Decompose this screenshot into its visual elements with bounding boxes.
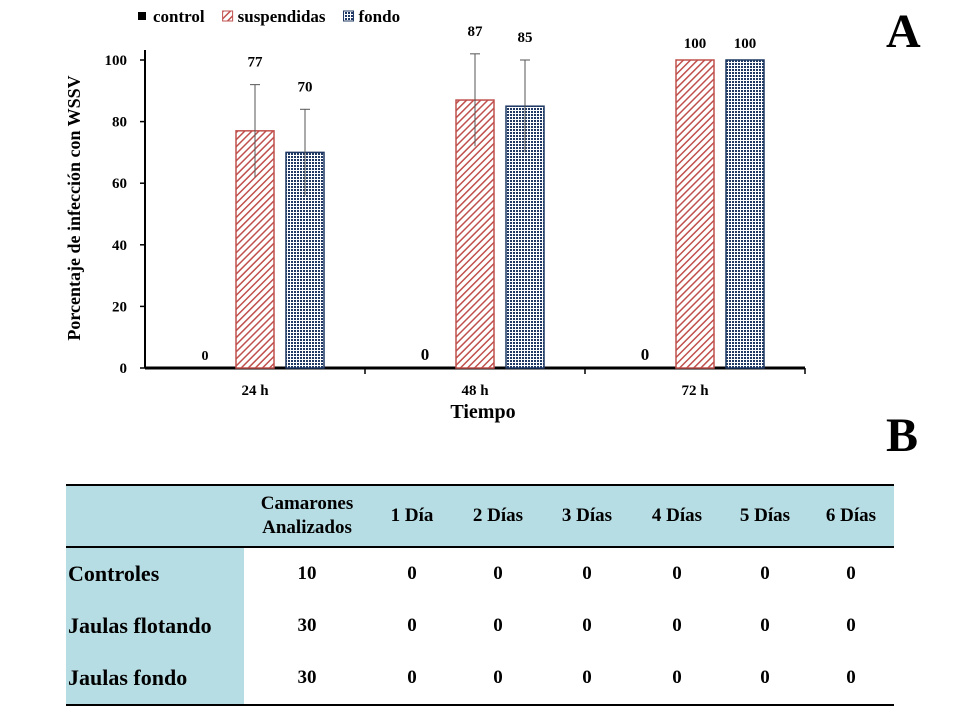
x-tick-label: 24 h — [241, 383, 269, 399]
row-label: Controles — [66, 547, 244, 600]
table-cell: 30 — [297, 615, 317, 636]
table-cell: 0 — [542, 652, 632, 706]
table-cell: 10 — [297, 563, 317, 584]
table-cell: 0 — [760, 563, 770, 584]
row-label: Jaulas flotando — [66, 600, 244, 652]
bar-fondo — [725, 59, 765, 369]
y-tick-label: 40 — [112, 238, 127, 254]
table-row: Jaulas flotando 30 0 0 0 0 0 0 — [66, 600, 894, 652]
legend-swatch — [343, 10, 355, 22]
x-tick-label: 72 h — [681, 383, 709, 399]
row-label: Jaulas fondo — [66, 652, 244, 706]
data-label: 77 — [248, 55, 264, 71]
data-label: 85 — [518, 30, 533, 46]
data-label: 100 — [734, 36, 757, 52]
table-row: Jaulas fondo 30 0 0 0 0 0 0 — [66, 652, 894, 706]
table-cell: 0 — [370, 652, 454, 706]
table-row: Controles 10 0 0 0 0 0 0 — [66, 547, 894, 600]
table-cell: 0 — [493, 563, 503, 584]
table-cell: 0 — [760, 615, 770, 636]
y-tick-label: 0 — [120, 361, 128, 377]
data-label: 100 — [684, 36, 707, 52]
table-header-cell: 5 Días — [722, 484, 808, 548]
chart-legend: control suspendidas fondo — [138, 7, 400, 26]
y-tick-label: 100 — [105, 53, 128, 69]
table-cell: 0 — [846, 563, 856, 584]
table-header-cell: 4 Días — [632, 484, 722, 548]
data-label: 0 — [641, 345, 650, 364]
bar-suspendidas — [455, 99, 495, 369]
y-tick-label: 80 — [112, 115, 127, 131]
x-axis-label: Tiempo — [450, 401, 515, 423]
legend-label: fondo — [359, 7, 401, 26]
bar-suspendidas — [235, 130, 275, 369]
table-cell: 0 — [672, 563, 682, 584]
legend-swatch — [222, 10, 234, 22]
table-cell: 0 — [582, 563, 592, 584]
data-label: 0 — [202, 349, 209, 364]
table-cell: 0 — [454, 652, 542, 706]
y-tick-label: 20 — [112, 299, 127, 315]
table-cell: 30 — [244, 652, 370, 706]
table-header-cell — [66, 484, 244, 548]
table-cell: 0 — [722, 652, 808, 706]
data-label: 0 — [421, 345, 430, 364]
table-header-row: Camarones Analizados 1 Día 2 Días 3 Días … — [66, 484, 894, 548]
bar-suspendidas — [675, 59, 715, 369]
legend-label: suspendidas — [238, 7, 326, 26]
table-cell: 0 — [407, 563, 417, 584]
panel-label-b: B — [886, 409, 919, 462]
table-header-cell: 1 Día — [370, 484, 454, 548]
y-axis-label: Porcentaje de infección con WSSV — [64, 75, 84, 340]
table-cell: 0 — [632, 652, 722, 706]
chart-bars: 0 77 70 0 87 85 0 100 100 — [202, 24, 765, 369]
table-cell: 0 — [672, 615, 682, 636]
table-header-cell: 2 Días — [454, 484, 542, 548]
x-tick-label: 48 h — [461, 383, 489, 399]
table-header-cell: 3 Días — [542, 484, 632, 548]
table-header-cell: Camarones Analizados — [244, 484, 370, 548]
results-table: Camarones Analizados 1 Día 2 Días 3 Días … — [66, 484, 894, 706]
data-label: 70 — [298, 79, 313, 95]
table-header-cell: 6 Días — [808, 484, 894, 548]
legend-swatch — [138, 12, 146, 20]
table-cell: 0 — [582, 615, 592, 636]
legend-label: control — [153, 7, 205, 26]
data-label: 87 — [468, 24, 484, 40]
table-cell: 0 — [846, 615, 856, 636]
table-cell: 0 — [493, 615, 503, 636]
table-cell: 0 — [808, 652, 894, 706]
panel-label-a: A — [886, 5, 921, 58]
y-tick-label: 60 — [112, 176, 127, 192]
wssv-infection-chart: control suspendidas fondo 0 20 40 60 80 100 24 h… — [64, 7, 806, 423]
results-table-panel: Camarones Analizados 1 Día 2 Días 3 Días … — [66, 484, 894, 706]
table-cell: 0 — [407, 615, 417, 636]
